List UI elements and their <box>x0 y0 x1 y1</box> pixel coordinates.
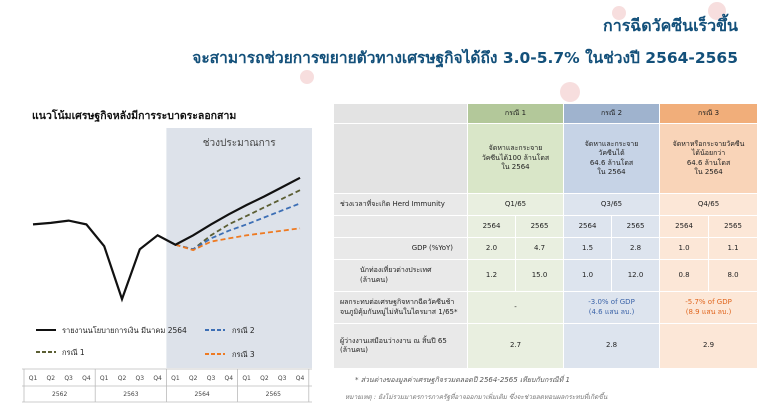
unemployment-value-3: 2.9 <box>659 323 759 369</box>
series-line-case-3 <box>175 227 301 252</box>
page-subtitle: จะสามารถช่วยการขยายตัวทางเศรษฐกิจได้ถึง … <box>192 49 738 67</box>
x-tick-label: Q4 <box>225 375 234 382</box>
unemployment-label: ผู้ว่างงานเสมือนว่างงาน ณ สิ้นปี 65 (ล้าน… <box>333 323 468 369</box>
case-2-header: กรณี 2 <box>563 103 661 124</box>
virus-decoration <box>560 82 580 102</box>
series-line-case-2 <box>175 202 301 251</box>
legend-label: กรณี 3 <box>232 350 255 359</box>
year-cell: 2564 <box>467 215 516 238</box>
herd-value-3: Q4/65 <box>659 193 759 216</box>
year-cell: 2565 <box>611 215 661 238</box>
case-1-header: กรณี 1 <box>466 103 565 124</box>
impact-value-3: -5.7% of GDP (8.9 แสน ลบ.) <box>659 291 759 324</box>
page-title: การฉีดวัคซีนเร็วขึ้น <box>603 16 738 35</box>
x-tick-label: Q3 <box>136 375 145 382</box>
impact-value-2: -3.0% of GDP (4.6 แสน ลบ.) <box>563 291 661 324</box>
year-cell: 2564 <box>563 215 613 238</box>
tourist-value: 15.0 <box>514 259 565 292</box>
x-tick-label: Q3 <box>64 375 73 382</box>
remark: หมายเหตุ : ยังไม่รวมมาตรการภาครัฐที่อาจอ… <box>345 393 608 401</box>
gdp-value: 1.1 <box>708 237 759 260</box>
x-tick-label: Q2 <box>47 375 56 382</box>
year-label: 2564 <box>194 391 209 398</box>
gdp-value: 2.8 <box>611 237 661 260</box>
x-tick-label: Q1 <box>29 375 38 382</box>
virus-decoration <box>300 70 314 84</box>
x-tick-label: Q3 <box>278 375 287 382</box>
year-label: 2562 <box>52 391 67 398</box>
gdp-value: 4.7 <box>514 237 565 260</box>
legend-label: กรณี 1 <box>62 348 85 357</box>
tourist-value: 12.0 <box>611 259 661 292</box>
series-line-baseline <box>32 176 301 303</box>
year-label: 2565 <box>266 391 281 398</box>
forecast-region <box>166 128 312 368</box>
herd-value-1: Q1/65 <box>466 193 565 216</box>
x-tick-label: Q1 <box>171 375 180 382</box>
case-2-description: จัดหาและกระจาย วัคซีนได้ 64.6 ล้านโดส ใน 25… <box>563 123 661 194</box>
scenario-table: กรณี 1 กรณี 2 กรณี 3 จัดหาและกระจาย วัคซี… <box>333 103 759 369</box>
year-cell: 2565 <box>514 215 565 238</box>
x-tick-label: Q2 <box>260 375 269 382</box>
tourist-value: 8.0 <box>708 259 759 292</box>
virus-decoration <box>708 2 726 20</box>
chart-title: แนวโน้มเศรษฐกิจหลังมีการระบาดระลอกสาม <box>32 110 237 122</box>
unemployment-value-1: 2.7 <box>466 323 565 369</box>
x-tick-label: Q2 <box>189 375 198 382</box>
gdp-label: GDP (%YoY) <box>333 237 468 260</box>
impact-label: ผลกระทบต่อเศรษฐกิจหากฉีดวัคซีนช้า จนภูมิค… <box>333 291 468 324</box>
gdp-value: 1.0 <box>659 237 710 260</box>
x-tick-label: Q4 <box>153 375 162 382</box>
year-row-blank <box>333 215 468 238</box>
tourist-value: 1.0 <box>563 259 613 292</box>
forecast-label: ช่วงประมาณการ <box>203 138 277 149</box>
x-tick-label: Q1 <box>100 375 109 382</box>
case-3-header: กรณี 3 <box>659 103 759 124</box>
year-label: 2563 <box>123 391 138 398</box>
impact-value-1: - <box>466 291 565 324</box>
year-cell: 2565 <box>708 215 759 238</box>
herd-value-2: Q3/65 <box>563 193 661 216</box>
header-blank <box>333 103 468 124</box>
x-tick-label: Q4 <box>296 375 305 382</box>
x-tick-label: Q2 <box>118 375 127 382</box>
x-tick-label: Q1 <box>242 375 251 382</box>
year-cell: 2564 <box>659 215 710 238</box>
case-3-description: จัดหาหรือกระจายวัคซีน ได้น้อยกว่า 64.6 ล้า… <box>659 123 759 194</box>
legend-label: กรณี 2 <box>232 326 255 335</box>
gdp-value: 2.0 <box>467 237 516 260</box>
legend-label: รายงานนโยบายการเงิน มีนาคม 2564 <box>62 326 187 335</box>
tourist-value: 1.2 <box>467 259 516 292</box>
virus-decoration <box>612 6 626 20</box>
case-1-description: จัดหาและกระจาย วัคซีนได้100 ล้านโดส ใน 256… <box>466 123 565 194</box>
desc-blank <box>333 123 468 194</box>
gdp-value: 1.5 <box>563 237 613 260</box>
x-tick-label: Q4 <box>82 375 91 382</box>
footnote: * ส่วนต่างของมูลค่าเศรษฐกิจรวมตลอดปี 256… <box>355 376 570 384</box>
tourist-value: 0.8 <box>659 259 710 292</box>
tourist-label: นักท่องเที่ยวต่างประเทศ (ล้านคน) <box>333 259 468 292</box>
x-tick-label: Q3 <box>207 375 216 382</box>
herd-immunity-label: ช่วงเวลาที่จะเกิด Herd Immunity <box>333 193 468 216</box>
unemployment-value-2: 2.8 <box>563 323 661 369</box>
